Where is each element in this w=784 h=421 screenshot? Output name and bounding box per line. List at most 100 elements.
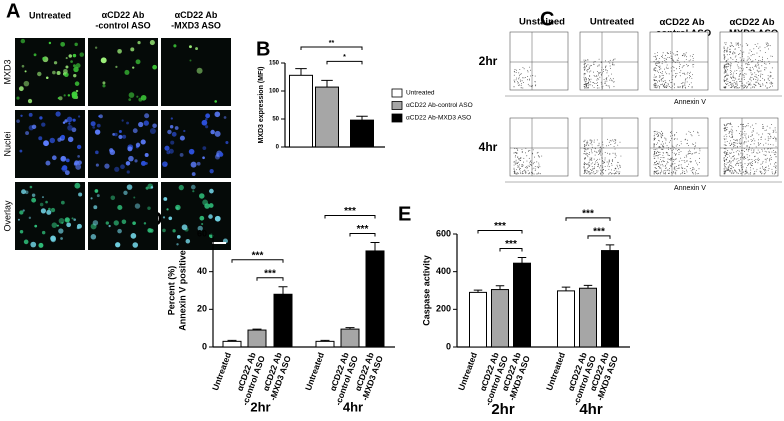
cell [196,67,203,74]
event [734,87,736,89]
event [588,153,590,155]
event [665,170,667,172]
event [773,150,775,151]
event [734,86,736,88]
event [607,152,608,154]
row-label: Overlay [2,200,12,232]
cell [127,146,133,152]
event [674,166,676,168]
event [586,152,588,154]
event [598,58,600,60]
column-header: Untreated [590,17,635,28]
event [592,168,594,170]
cell [94,189,99,193]
event [769,133,771,135]
event [589,75,591,77]
cell [76,223,82,229]
event [748,78,750,80]
event [766,45,768,47]
event [770,156,772,158]
event [745,43,747,45]
event [726,157,728,159]
event [697,164,699,166]
cell [100,57,107,64]
event [586,163,588,165]
event [612,139,614,141]
event [517,172,519,174]
event [589,158,591,160]
event [754,156,756,158]
event [536,152,538,154]
event [656,172,657,174]
event [741,79,743,80]
event [585,87,587,89]
event [735,170,737,172]
event [726,154,728,156]
event [613,64,615,66]
event [744,126,746,128]
flow-plot [579,117,639,177]
event [682,65,684,67]
event [665,173,667,175]
event [679,67,680,69]
event [767,75,769,77]
event [762,83,764,85]
event [685,133,687,135]
event [657,134,659,136]
event [680,82,682,84]
event [744,134,746,136]
event [658,163,660,165]
event [724,56,726,57]
cell [128,92,135,98]
event [688,83,690,85]
event [694,146,696,148]
event [687,139,689,141]
event [731,133,733,135]
event [676,61,678,63]
event [602,141,604,143]
event [743,86,745,88]
event [732,76,734,78]
event [770,148,772,150]
event [654,162,656,163]
event [738,169,740,170]
event [593,166,595,168]
event [774,163,775,165]
event [689,168,691,170]
event [520,157,522,159]
event [739,146,741,147]
x-tick-label: Untreated [544,351,567,392]
event [725,125,727,127]
event [747,125,749,127]
event [657,166,659,168]
event [518,165,520,167]
event [733,85,735,87]
cell [74,81,80,86]
event [675,153,676,155]
cell [121,119,124,122]
event [522,82,524,84]
event [659,86,661,88]
event [674,138,676,139]
event [678,153,680,155]
event [600,172,602,174]
cell [55,111,61,117]
event [699,150,701,152]
event [742,133,743,135]
event [770,136,772,138]
event [731,166,733,168]
event [608,168,610,170]
cell [52,70,56,75]
event [599,173,601,175]
event [600,81,602,83]
event [761,162,763,164]
event [759,46,761,48]
event [739,157,741,159]
event [664,172,666,174]
event [725,152,727,154]
cell [147,206,151,210]
event [679,71,681,73]
cell [60,200,65,205]
event [740,72,742,74]
y-tick-label: 100 [269,89,280,95]
